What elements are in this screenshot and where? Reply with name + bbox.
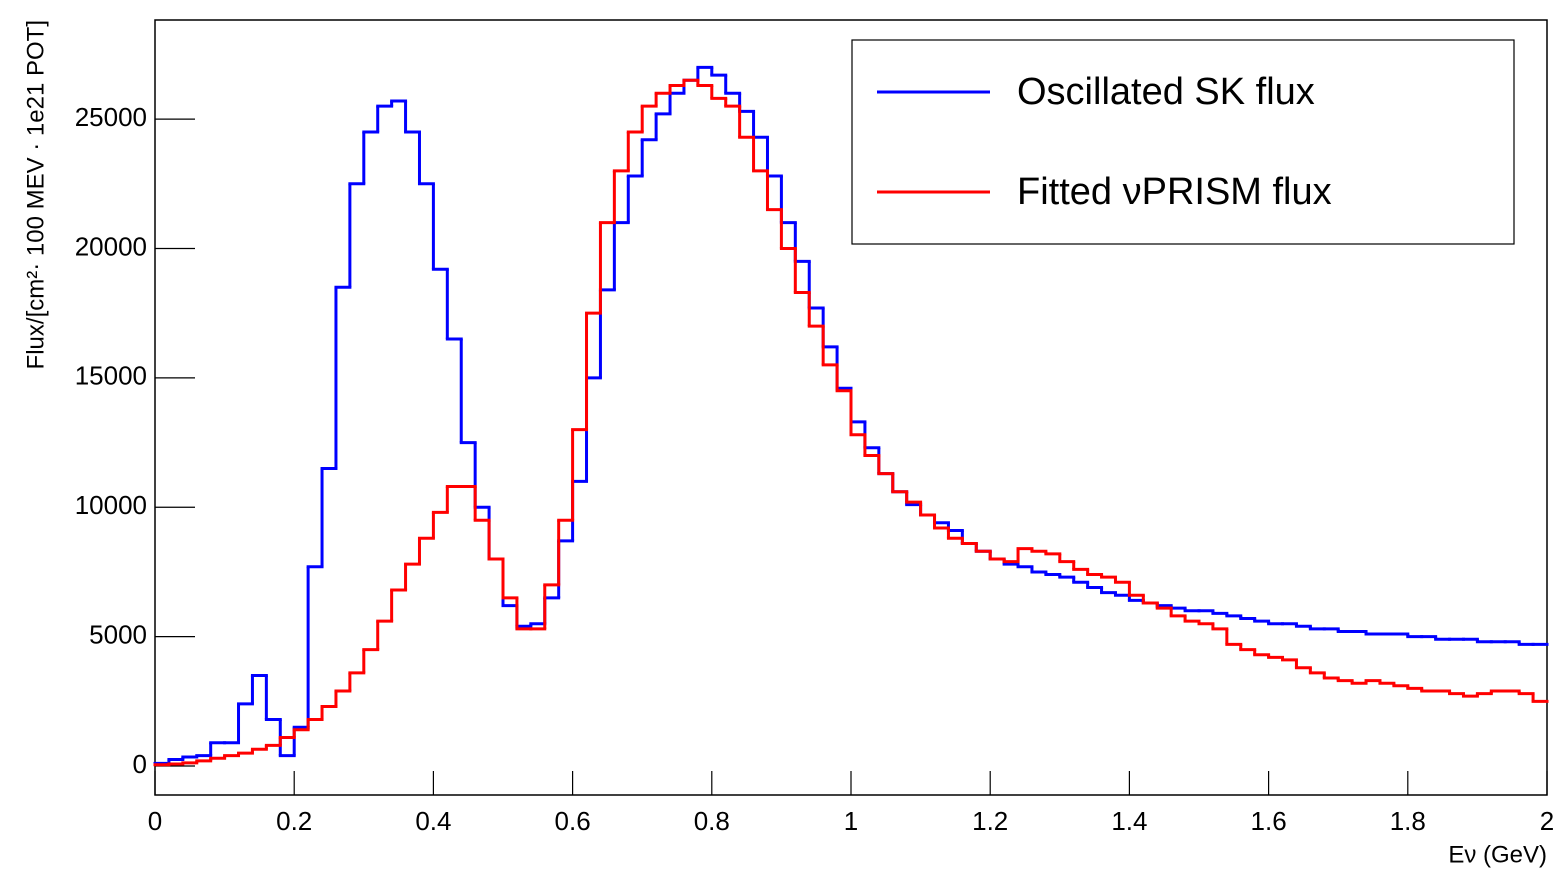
- legend-label: Fitted νPRISM flux: [1017, 171, 1332, 213]
- x-tick-label: 0.2: [276, 806, 312, 836]
- legend-box: [851, 39, 1515, 245]
- y-tick-label: 15000: [75, 361, 147, 391]
- y-tick-label: 20000: [75, 231, 147, 261]
- x-tick-label: 0.6: [555, 806, 591, 836]
- x-tick-label: 0: [148, 806, 162, 836]
- y-tick-label: 25000: [75, 102, 147, 132]
- x-tick-label: 2: [1540, 806, 1554, 836]
- histogram-risers: [167, 80, 1535, 765]
- x-tick-label: 1.2: [972, 806, 1008, 836]
- y-tick-label: 0: [133, 749, 147, 779]
- x-tick-label: 0.4: [415, 806, 451, 836]
- x-tick-label: 1.6: [1251, 806, 1287, 836]
- x-tick-label: 0.8: [694, 806, 730, 836]
- x-tick-label: 1: [844, 806, 858, 836]
- y-tick-label: 10000: [75, 490, 147, 520]
- x-tick-label: 1.4: [1111, 806, 1147, 836]
- x-axis-label: Eν (GeV): [1448, 841, 1547, 868]
- legend-label: Oscillated SK flux: [1017, 71, 1315, 113]
- y-tick-label: 5000: [89, 620, 147, 650]
- x-tick-label: 1.8: [1390, 806, 1426, 836]
- y-axis-label: Flux/[cm²· 100 MEV · 1e21 POT]: [22, 20, 49, 369]
